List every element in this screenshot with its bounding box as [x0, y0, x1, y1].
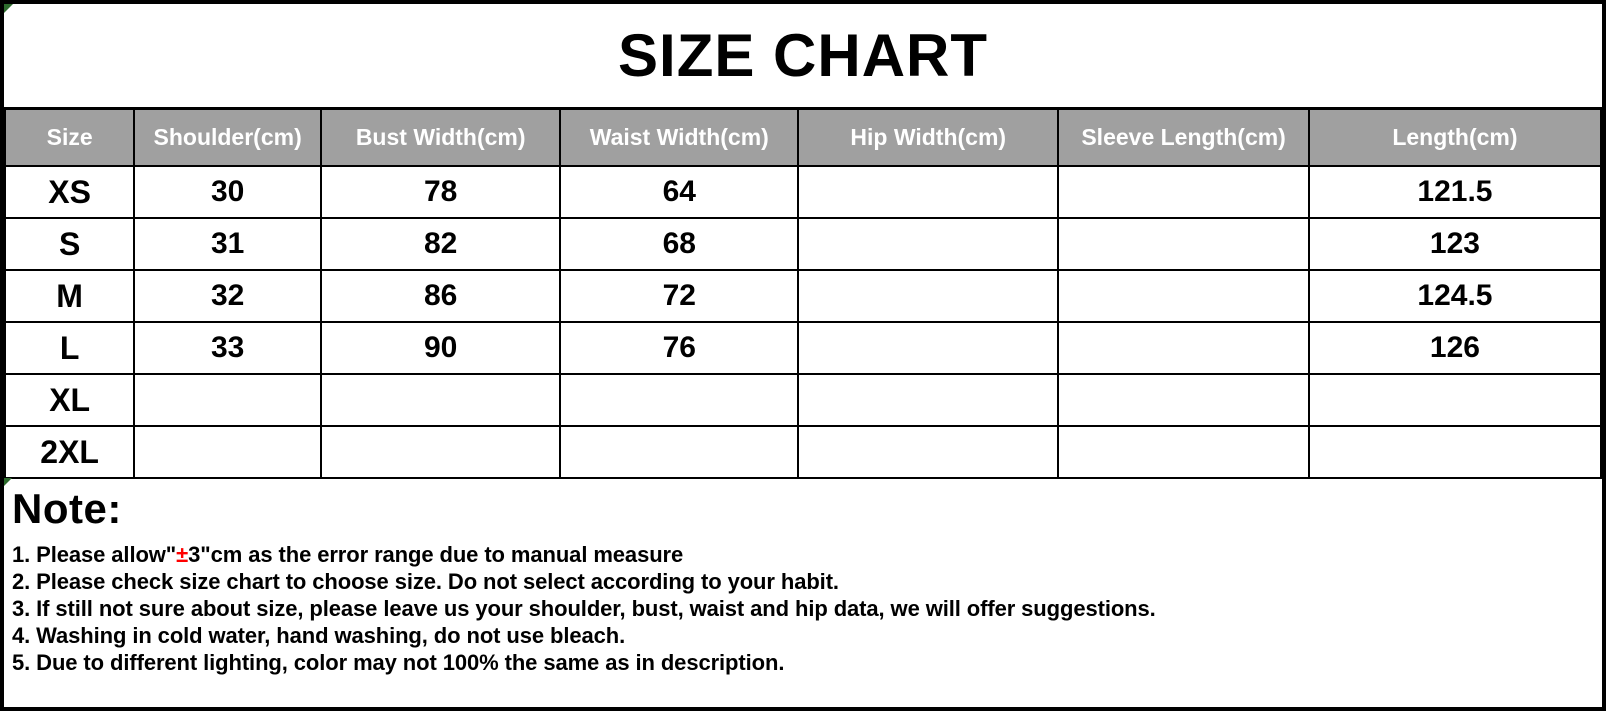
table-cell — [319, 425, 562, 479]
table-cell — [1057, 321, 1310, 375]
column-header-shoulder: Shoulder(cm) — [133, 107, 322, 167]
note-line-2: 2. Please check size chart to choose siz… — [12, 569, 839, 594]
note-line-1: 1. Please allow"±3"cm as the error range… — [12, 541, 1590, 568]
size-cell: 2XL — [4, 425, 136, 479]
size-cell: M — [4, 269, 136, 323]
table-cell: 32 — [133, 269, 322, 323]
table-cell — [1057, 373, 1310, 427]
note-1-plusminus-highlight: ± — [176, 542, 189, 567]
table-row-2xl: 2XL — [4, 425, 1602, 479]
table-cell: 31 — [133, 217, 322, 271]
column-header-bust: Bust Width(cm) — [319, 107, 562, 167]
table-row-l: L 33 90 76 126 — [4, 321, 1602, 375]
notes-heading: Note: — [12, 485, 122, 532]
table-cell — [797, 165, 1060, 219]
table-cell: 124.5 — [1307, 269, 1602, 323]
column-header-length: Length(cm) — [1307, 107, 1602, 167]
table-cell — [1307, 425, 1602, 479]
table-row-s: S 31 82 68 123 — [4, 217, 1602, 271]
size-cell: XS — [4, 165, 136, 219]
table-cell: 72 — [559, 269, 800, 323]
corner-artifact-icon — [4, 478, 12, 487]
size-table: Size Shoulder(cm) Bust Width(cm) Waist W… — [4, 107, 1602, 479]
corner-artifact-icon — [4, 4, 13, 13]
table-cell: 33 — [133, 321, 322, 375]
title-bar: SIZE CHART — [4, 4, 1602, 107]
table-cell — [319, 373, 562, 427]
column-header-hip: Hip Width(cm) — [797, 107, 1060, 167]
table-row-m: M 32 86 72 124.5 — [4, 269, 1602, 323]
table-cell: 123 — [1307, 217, 1602, 271]
size-cell: S — [4, 217, 136, 271]
table-cell — [1057, 425, 1310, 479]
column-header-sleeve: Sleeve Length(cm) — [1057, 107, 1310, 167]
table-cell — [1307, 373, 1602, 427]
table-cell: 82 — [319, 217, 562, 271]
note-1-prefix: 1. Please allow" — [12, 542, 177, 567]
table-cell: 78 — [319, 165, 562, 219]
table-cell — [797, 425, 1060, 479]
table-cell: 90 — [319, 321, 562, 375]
table-cell: 30 — [133, 165, 322, 219]
table-cell: 64 — [559, 165, 800, 219]
table-cell — [797, 321, 1060, 375]
note-1-suffix: 3"cm as the error range due to manual me… — [188, 542, 684, 567]
table-cell: 121.5 — [1307, 165, 1602, 219]
table-cell: 68 — [559, 217, 800, 271]
note-line-3: 3. If still not sure about size, please … — [12, 596, 1156, 621]
table-cell — [1057, 165, 1310, 219]
table-row-xs: XS 30 78 64 121.5 — [4, 165, 1602, 219]
table-cell: 86 — [319, 269, 562, 323]
table-cell — [1057, 269, 1310, 323]
size-cell: L — [4, 321, 136, 375]
table-cell: 76 — [559, 321, 800, 375]
table-row-xl: XL — [4, 373, 1602, 427]
table-cell — [133, 373, 322, 427]
table-cell — [559, 373, 800, 427]
notes-section: Note: 1. Please allow"±3"cm as the error… — [4, 478, 1602, 707]
table-cell — [797, 373, 1060, 427]
note-line-4: 4. Washing in cold water, hand washing, … — [12, 623, 626, 648]
table-cell: 126 — [1307, 321, 1602, 375]
table-cell — [797, 217, 1060, 271]
size-cell: XL — [4, 373, 136, 427]
table-cell — [1057, 217, 1310, 271]
table-cell — [559, 425, 800, 479]
table-cell — [133, 425, 322, 479]
column-header-waist: Waist Width(cm) — [559, 107, 800, 167]
table-cell — [797, 269, 1060, 323]
header-row: Size Shoulder(cm) Bust Width(cm) Waist W… — [4, 107, 1602, 167]
note-line-5: 5. Due to different lighting, color may … — [12, 650, 785, 675]
page-title: SIZE CHART — [618, 22, 988, 89]
column-header-size: Size — [4, 107, 136, 167]
